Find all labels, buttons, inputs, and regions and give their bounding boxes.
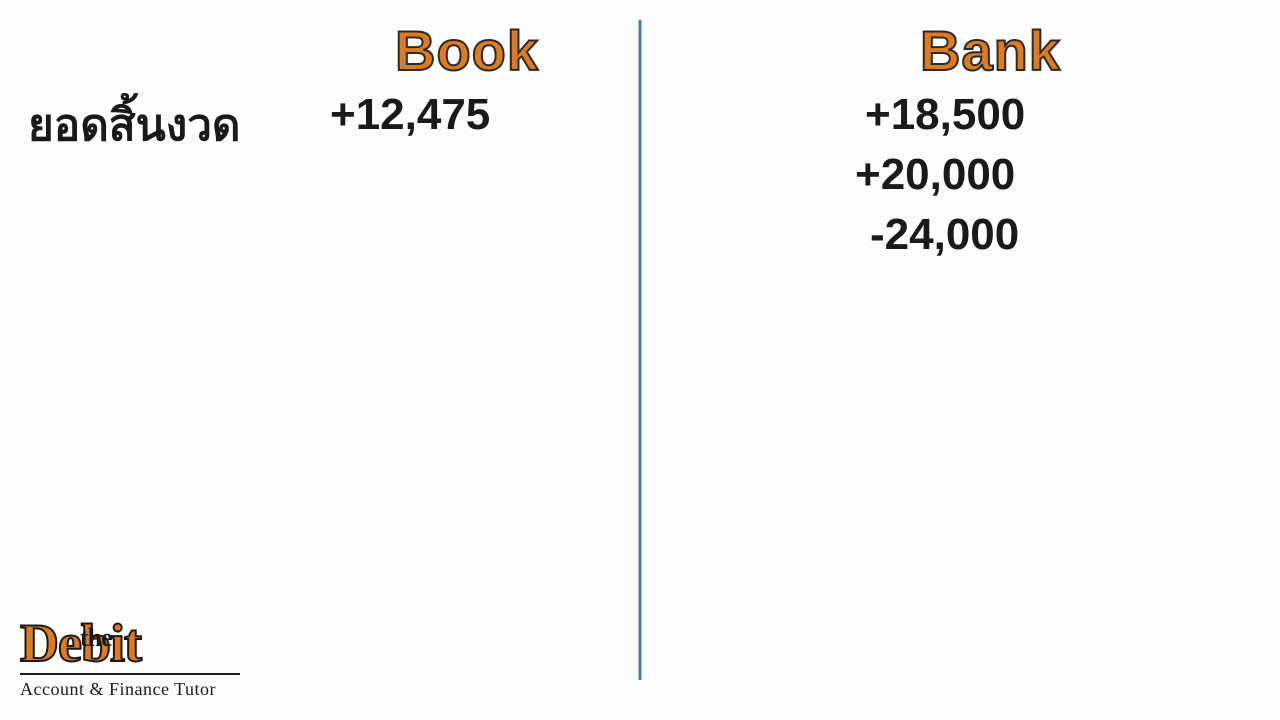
bank-value-0: +18,500 bbox=[865, 90, 1025, 140]
column-header-bank: Bank bbox=[920, 18, 1061, 83]
column-bank: Bank +18,500 +20,000 -24,000 bbox=[640, 0, 1280, 720]
bank-value-2: -24,000 bbox=[870, 210, 1019, 260]
column-header-book: Book bbox=[395, 18, 539, 83]
slide-stage: Book ยอดสิ้นงวด +12,475 Bank +18,500 +20… bbox=[0, 0, 1280, 720]
column-book: Book ยอดสิ้นงวด +12,475 bbox=[0, 0, 640, 720]
logo-main-text: Debit the bbox=[20, 621, 240, 667]
bank-value-1: +20,000 bbox=[855, 150, 1015, 200]
brand-logo: Debit the Account & Finance Tutor bbox=[20, 621, 240, 700]
logo-tagline: Account & Finance Tutor bbox=[20, 673, 240, 700]
logo-the-text: the bbox=[80, 627, 112, 649]
book-value-0: +12,475 bbox=[330, 90, 490, 140]
row-label-ending-balance: ยอดสิ้นงวด bbox=[28, 90, 240, 160]
